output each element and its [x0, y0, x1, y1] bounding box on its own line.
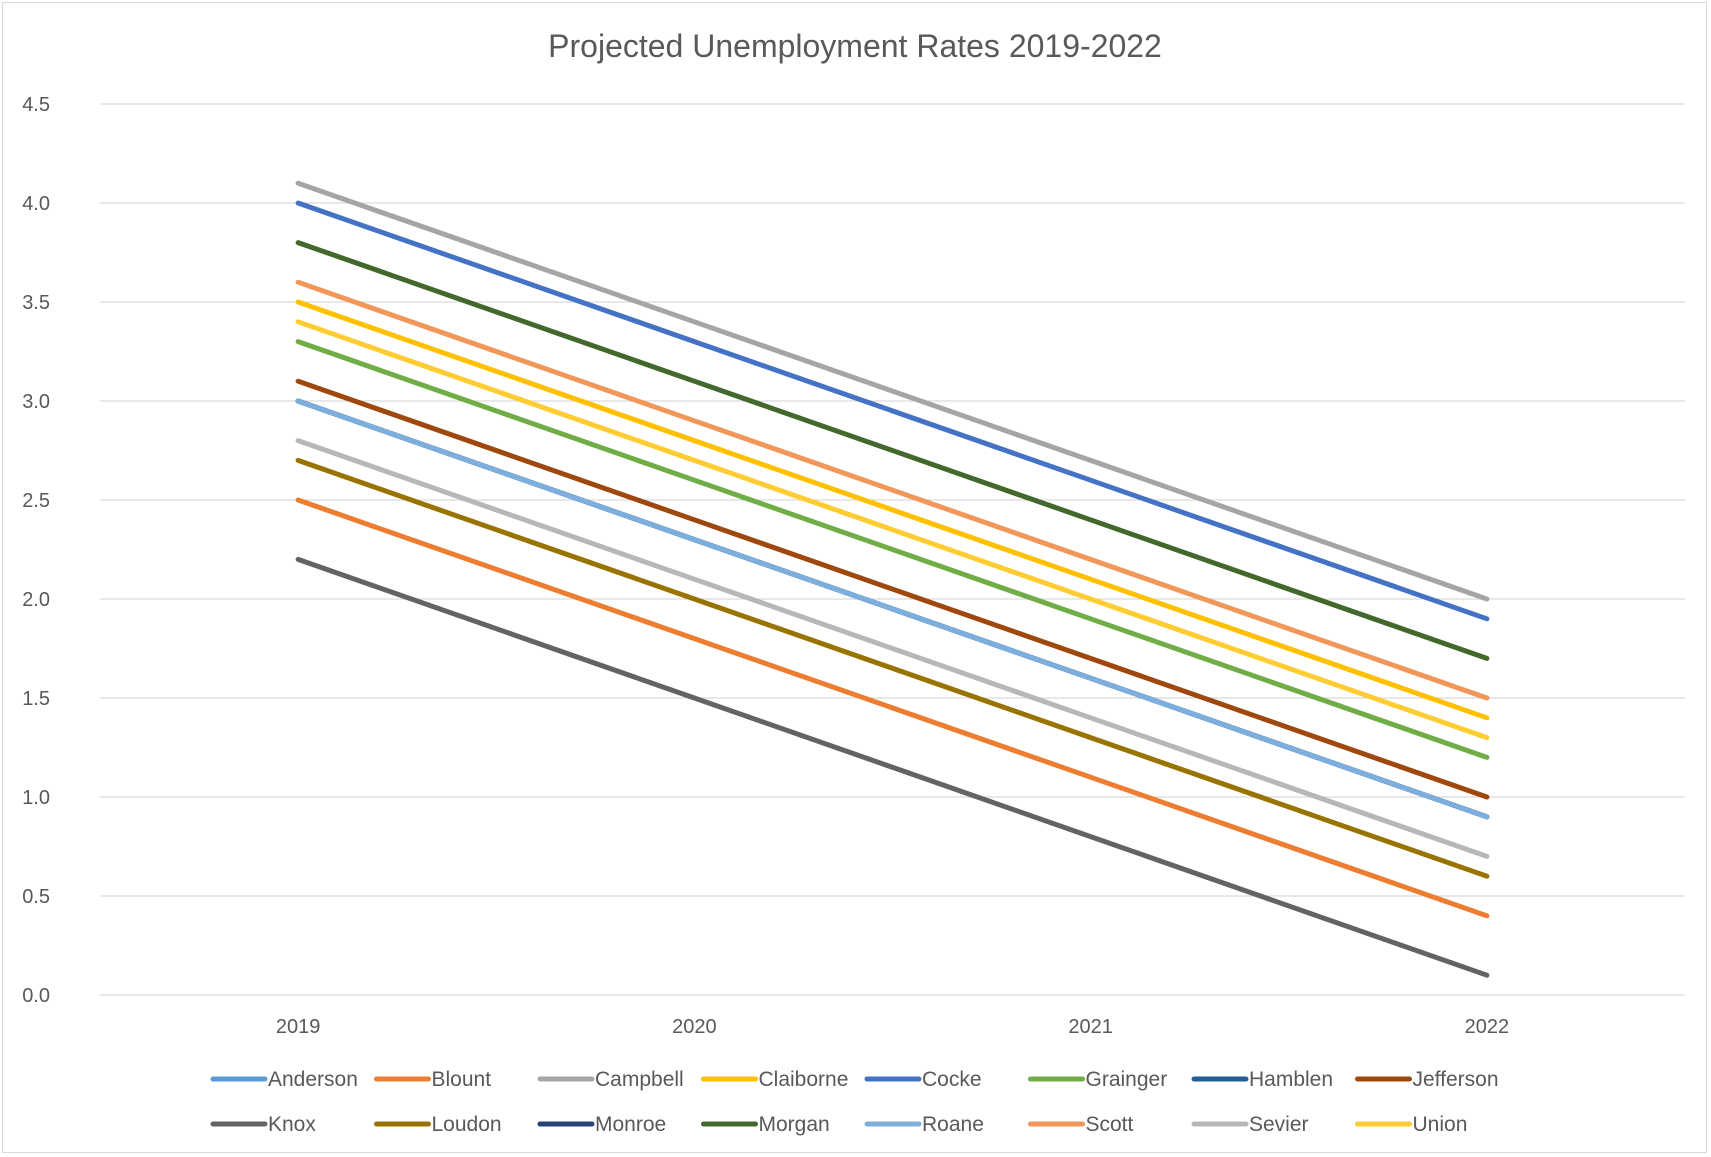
series-line-grainger [295, 339, 1490, 760]
legend-item-monroe: Monroe [537, 1113, 666, 1136]
legend-label: Grainger [1086, 1068, 1168, 1091]
x-tick-label: 2022 [1465, 1016, 1510, 1038]
legend-item-campbell: Campbell [537, 1068, 684, 1091]
legend-item-roane: Roane [864, 1113, 984, 1136]
y-tick-label: 3.5 [22, 292, 50, 314]
legend-item-grainger: Grainger [1028, 1068, 1168, 1091]
legend-item-loudon: Loudon [374, 1113, 502, 1136]
y-tick-label: 4.0 [22, 193, 50, 215]
series-line-cocke [295, 200, 1490, 622]
chart-title: Projected Unemployment Rates 2019-2022 [548, 28, 1162, 64]
y-tick-label: 2.0 [22, 589, 50, 611]
legend-item-morgan: Morgan [701, 1113, 830, 1136]
legend-label: Anderson [268, 1068, 358, 1091]
legend-item-jefferson: Jefferson [1355, 1068, 1499, 1091]
series-line-loudon [295, 457, 1490, 879]
series-line-blount [295, 497, 1490, 919]
legend-item-sevier: Sevier [1191, 1113, 1309, 1136]
y-axis-ticks: 0.0 0.5 1.0 1.5 2.0 2.5 3.0 3.5 4.0 4.5 [22, 94, 50, 1007]
legend-label: Hamblen [1249, 1068, 1333, 1091]
legend-label: Jefferson [1413, 1068, 1499, 1091]
legend-item-blount: Blount [374, 1068, 492, 1091]
legend-label: Loudon [432, 1113, 502, 1136]
x-axis-ticks: 2019 2020 2021 2022 [276, 1016, 1509, 1038]
legend-label: Campbell [595, 1068, 684, 1091]
legend-label: Morgan [759, 1113, 830, 1136]
y-tick-label: 0.0 [22, 985, 50, 1007]
series-line-knox [295, 556, 1490, 978]
legend-item-union: Union [1355, 1113, 1468, 1136]
series-lines [295, 180, 1490, 978]
legend-item-anderson: Anderson [210, 1068, 358, 1091]
legend-item-hamblen: Hamblen [1191, 1068, 1333, 1091]
series-line-sevier [295, 438, 1490, 859]
x-tick-label: 2020 [672, 1016, 717, 1038]
y-tick-label: 4.5 [22, 94, 50, 116]
legend: Anderson Blount Campbell Claiborne Cocke Grai… [210, 1068, 1499, 1136]
series-line-union [295, 319, 1490, 741]
series-line-campbell [295, 180, 1490, 602]
legend-item-scott: Scott [1028, 1113, 1134, 1136]
y-tick-label: 2.5 [22, 490, 50, 512]
legend-item-claiborne: Claiborne [701, 1068, 849, 1091]
legend-item-cocke: Cocke [864, 1068, 982, 1091]
legend-label: Blount [432, 1068, 492, 1091]
series-line-jefferson [295, 378, 1490, 800]
gridlines [100, 103, 1685, 996]
legend-label: Sevier [1249, 1113, 1309, 1136]
legend-label: Cocke [922, 1068, 982, 1091]
legend-label: Scott [1086, 1113, 1134, 1136]
y-tick-label: 1.5 [22, 688, 50, 710]
legend-label: Knox [268, 1113, 316, 1136]
legend-label: Claiborne [759, 1068, 849, 1091]
y-tick-label: 3.0 [22, 391, 50, 413]
series-line-scott [295, 279, 1490, 701]
legend-item-knox: Knox [210, 1113, 316, 1136]
legend-label: Roane [922, 1113, 984, 1136]
x-tick-label: 2021 [1068, 1016, 1113, 1038]
y-tick-label: 0.5 [22, 886, 50, 908]
legend-label: Monroe [595, 1113, 666, 1136]
series-line-morgan [295, 240, 1490, 661]
series-line-roane [295, 398, 1490, 820]
legend-label: Union [1413, 1113, 1468, 1136]
y-tick-label: 1.0 [22, 787, 50, 809]
series-line-claiborne [295, 299, 1490, 721]
x-tick-label: 2019 [276, 1016, 321, 1038]
